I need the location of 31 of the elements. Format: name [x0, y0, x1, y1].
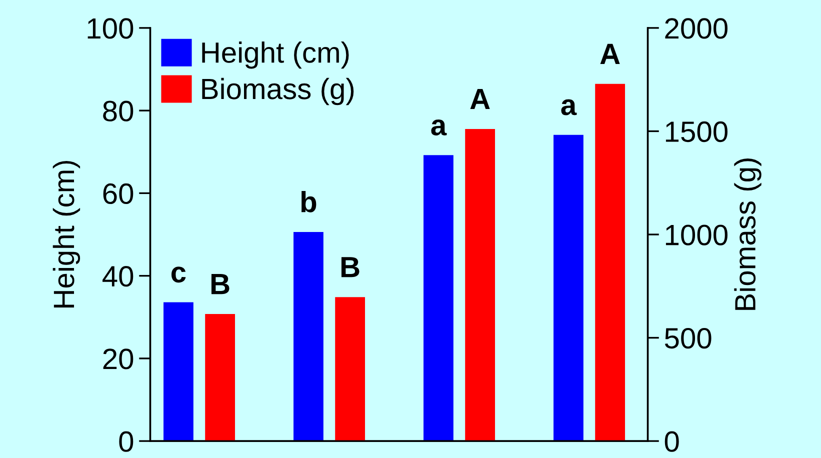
data-label: c — [171, 266, 186, 283]
y-tick-label: 20 — [103, 348, 134, 370]
y-axis-title: Height (cm) — [52, 160, 80, 308]
y-tick-label: 80 — [103, 100, 134, 122]
data-label: A — [470, 88, 490, 110]
bar — [424, 155, 454, 442]
bar — [294, 232, 324, 442]
y-tick-label: 100 — [88, 18, 134, 39]
data-label: B — [211, 274, 230, 294]
y2-tick-label: 2000 — [665, 18, 728, 39]
y2-tick-label: 0 — [664, 431, 679, 452]
bar — [554, 134, 584, 442]
y2-tick-label: 1500 — [666, 121, 728, 142]
bar — [335, 297, 366, 442]
data-label: b — [301, 190, 316, 212]
bar — [205, 314, 236, 442]
data-label: A — [600, 44, 620, 64]
bar — [465, 128, 496, 442]
legend-label: Height (cm) — [202, 42, 349, 69]
data-label: a — [561, 99, 577, 116]
y2-tick-label: 500 — [664, 328, 712, 349]
data-label: B — [341, 257, 360, 278]
y2-tick-label: 1000 — [666, 224, 728, 246]
y-tick-label: 60 — [103, 183, 134, 204]
y2-axis-title: Biomass (g) — [734, 158, 762, 310]
bar — [595, 84, 626, 442]
y-tick-label: 0 — [119, 431, 134, 452]
legend-label: Biomass (g) — [202, 78, 354, 106]
y-tick-label: 40 — [102, 266, 134, 287]
bar — [164, 302, 194, 442]
data-label: a — [431, 120, 447, 136]
